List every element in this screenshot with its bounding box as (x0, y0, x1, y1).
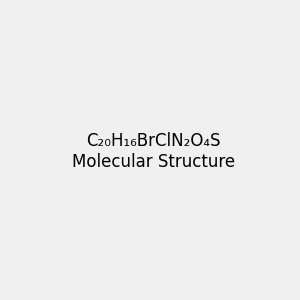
Text: C₂₀H₁₆BrClN₂O₄S
Molecular Structure: C₂₀H₁₆BrClN₂O₄S Molecular Structure (72, 132, 235, 171)
